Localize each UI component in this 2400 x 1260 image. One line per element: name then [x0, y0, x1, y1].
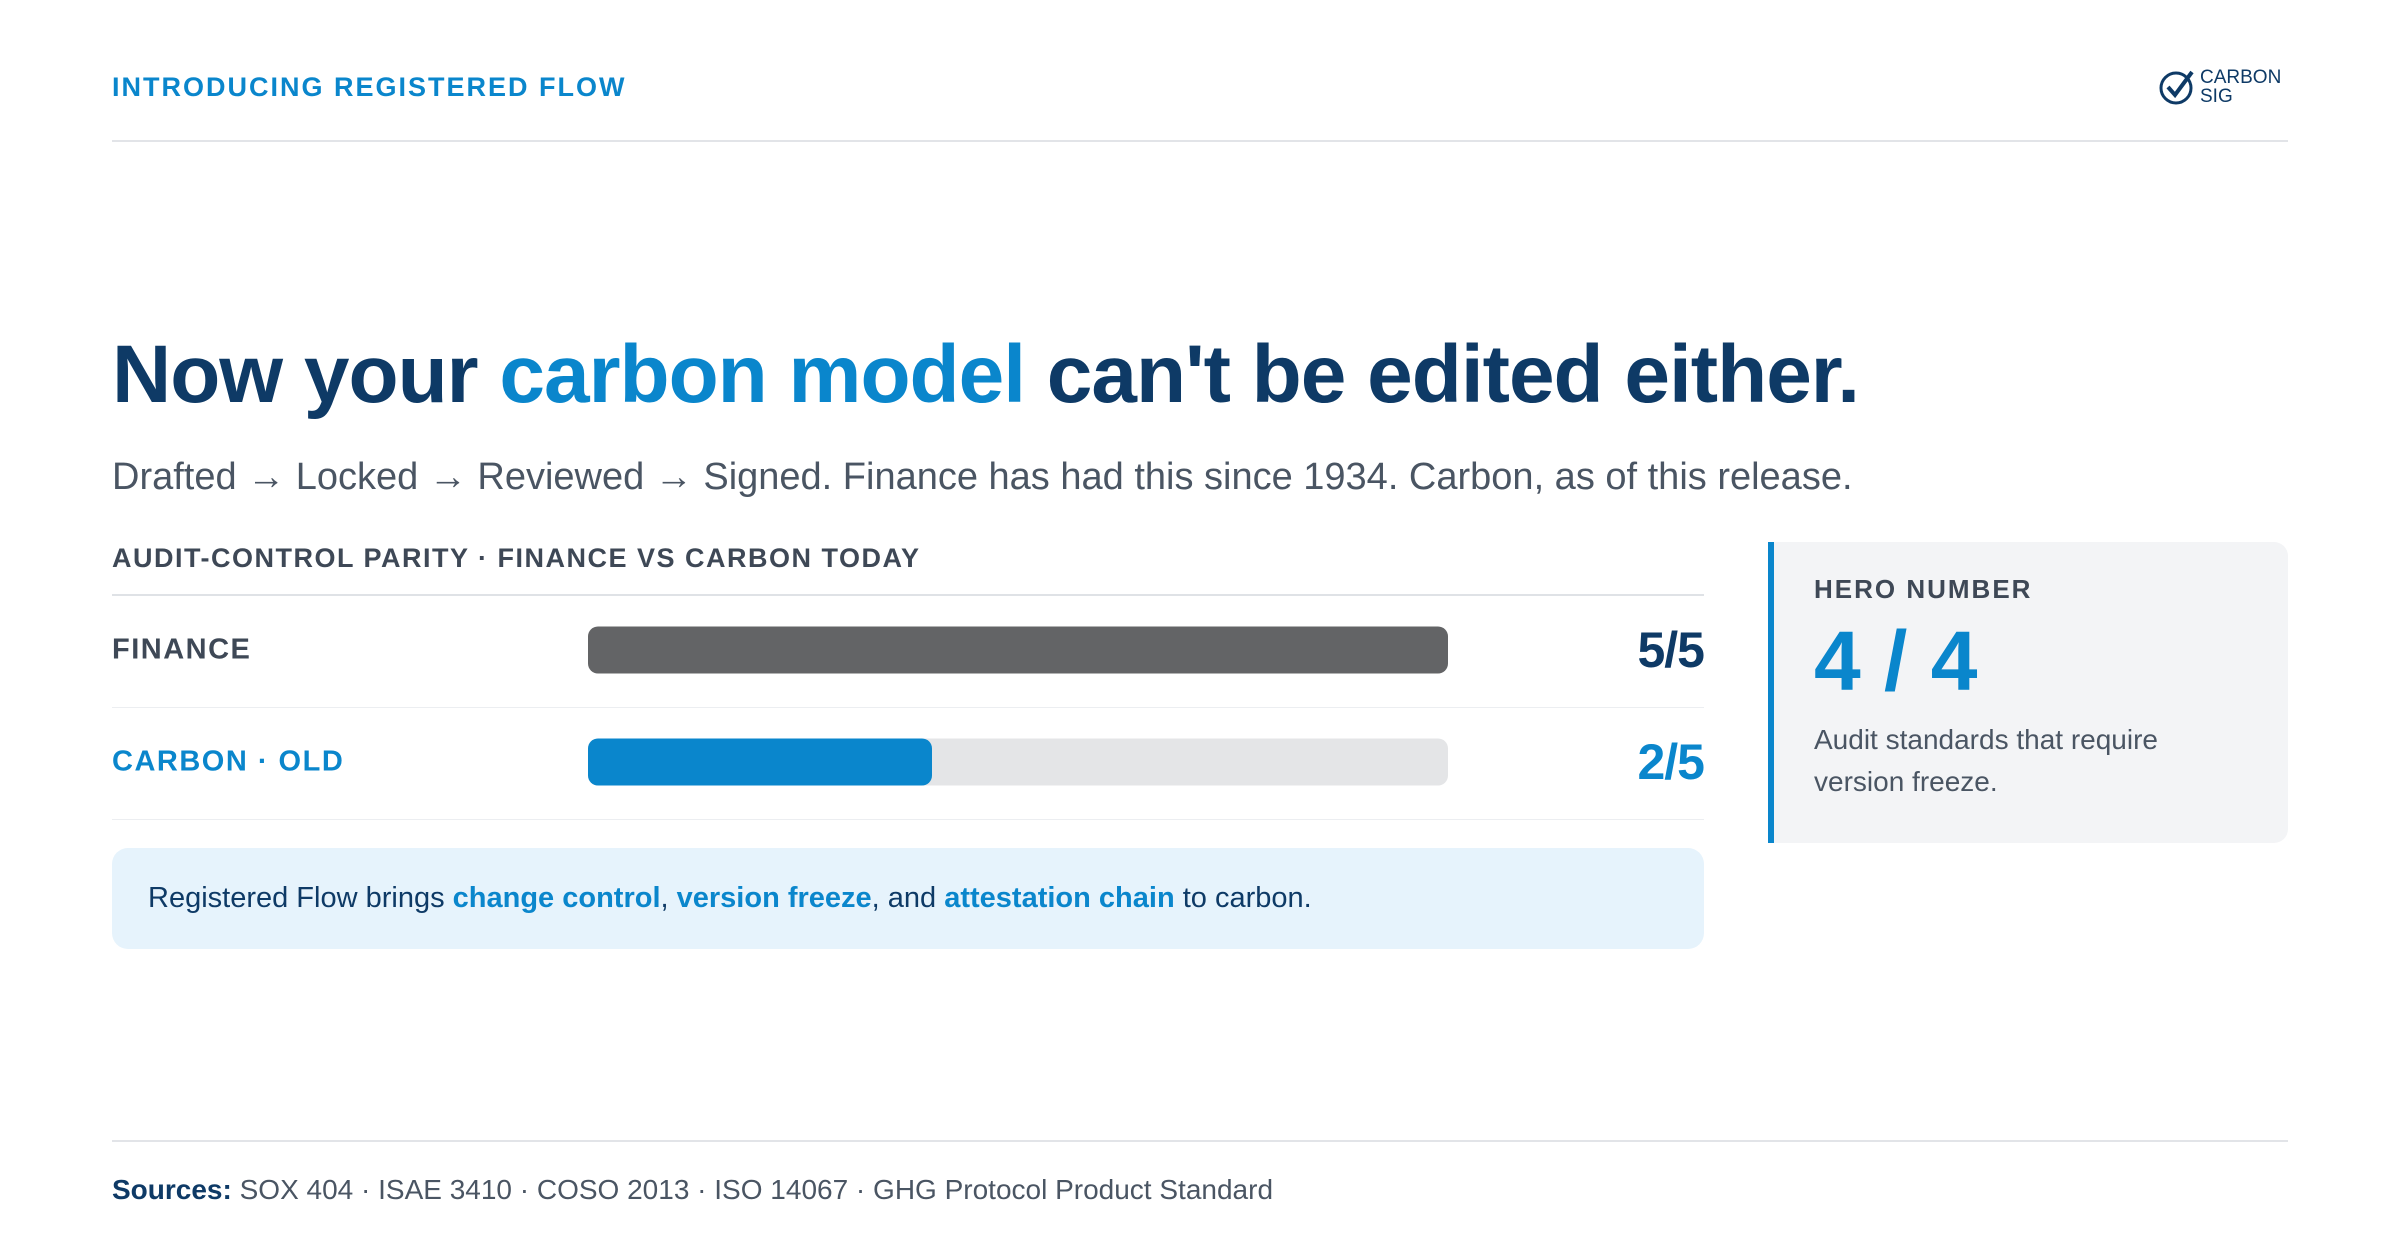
callout: Registered Flow brings change control, v…	[112, 848, 1704, 949]
hero-number: 4 / 4	[1814, 614, 1978, 708]
logo-icon	[2159, 70, 2194, 105]
logo-text: CARBON SIG	[2200, 68, 2281, 106]
bar-track	[588, 626, 1448, 674]
hero-card: HERO NUMBER 4 / 4 Audit standards that r…	[1768, 542, 2288, 843]
subtitle: Drafted → Locked → Reviewed → Signed. Fi…	[112, 456, 1853, 498]
header-rule	[112, 140, 2288, 142]
headline-accent: carbon model	[499, 329, 1026, 420]
row-label: CARBON · OLD	[112, 745, 345, 778]
row-label: FINANCE	[112, 633, 252, 666]
callout-text: Registered Flow brings	[148, 882, 453, 914]
logo-line: SIG	[2200, 86, 2233, 107]
callout-highlight: version freeze	[676, 882, 872, 914]
hero-label: HERO NUMBER	[1814, 574, 2033, 604]
row-divider	[112, 707, 1704, 708]
headline-part: Now your	[112, 329, 500, 420]
sources-text: SOX 404 · ISAE 3410 · COSO 2013 · ISO 14…	[231, 1174, 1274, 1205]
eyebrow: INTRODUCING REGISTERED FLOW	[112, 72, 627, 102]
headline: Now your carbon model can't be edited ei…	[112, 328, 1860, 422]
chart-label: AUDIT-CONTROL PARITY · FINANCE VS CARBON…	[112, 543, 921, 573]
footer-rule	[112, 1140, 2288, 1142]
logo: CARBON SIG	[2158, 68, 2281, 106]
bar	[588, 738, 932, 786]
row-divider	[112, 819, 1704, 820]
sources: Sources: SOX 404 · ISAE 3410 · COSO 2013…	[112, 1174, 1273, 1206]
row-value: 5/5	[1637, 622, 1705, 678]
callout-highlight: change control	[452, 882, 661, 914]
callout-text: to carbon.	[1174, 882, 1312, 914]
bar-track	[588, 738, 1448, 786]
chart-rule	[112, 594, 1704, 596]
bar	[588, 626, 1448, 674]
row-value: 2/5	[1637, 734, 1705, 790]
headline-part: can't be edited either.	[1025, 329, 1860, 420]
callout-text: , and	[871, 882, 945, 914]
hero-description: Audit standards that require version fre…	[1814, 724, 2158, 797]
sources-label: Sources:	[112, 1174, 232, 1205]
logo-line: CARBON	[2200, 67, 2282, 88]
callout-text: ,	[660, 882, 677, 914]
callout-highlight: attestation chain	[944, 882, 1175, 914]
